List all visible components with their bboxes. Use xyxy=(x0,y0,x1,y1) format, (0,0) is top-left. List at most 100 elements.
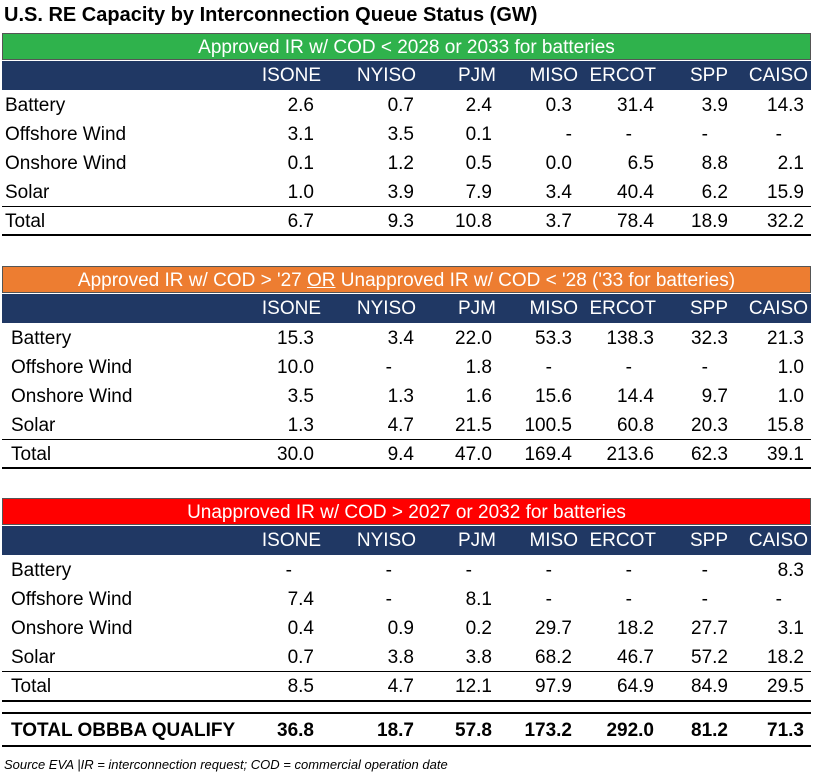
col-header-miso: MISO xyxy=(529,298,578,319)
table-cell: 3.8 xyxy=(465,647,492,668)
col-header-spp: SPP xyxy=(689,530,728,551)
table-cell: 31.4 xyxy=(617,95,654,116)
table-cell: 3.7 xyxy=(545,211,572,232)
table-row: Battery 15.3 3.4 22.0 53.3 138.3 32.3 21… xyxy=(2,324,811,353)
grand-total-row: TOTAL OBBBA QUALIFY 36.8 18.7 57.8 173.2… xyxy=(2,716,811,745)
table-cell: 18.7 xyxy=(377,720,414,741)
table-cell: 78.4 xyxy=(617,211,654,232)
col-header-nyiso: NYISO xyxy=(356,65,416,86)
table-cell: - xyxy=(385,589,392,610)
table-cell: 1.0 xyxy=(287,182,314,203)
table-row: Onshore Wind 0.1 1.2 0.5 0.0 6.5 8.8 2.1 xyxy=(2,149,811,178)
table-cell: 46.7 xyxy=(617,647,654,668)
table-cell: 6.2 xyxy=(701,182,728,203)
section-2-banner-text-c: Unapproved IR w/ COD < '28 ('33 for batt… xyxy=(335,270,736,291)
row-label: Total xyxy=(11,676,52,697)
col-header-caiso: CAISO xyxy=(748,530,808,551)
table-cell: 81.2 xyxy=(691,720,728,741)
section-3-header: ISONE NYISO PJM MISO ERCOT SPP CAISO xyxy=(2,526,811,555)
table-cell: 0.5 xyxy=(465,153,492,174)
table-row: Solar 1.3 4.7 21.5 100.5 60.8 20.3 15.8 xyxy=(2,411,811,440)
section-3-bottom-rule xyxy=(2,700,811,702)
table-cell: 2.6 xyxy=(287,95,314,116)
table-cell: 21.5 xyxy=(455,415,492,436)
table-cell: 100.5 xyxy=(524,415,572,436)
table-cell: 14.4 xyxy=(617,386,654,407)
table-cell: - xyxy=(625,560,632,581)
table-cell: - xyxy=(565,124,572,145)
table-cell: 0.2 xyxy=(465,618,492,639)
table-cell: 8.8 xyxy=(701,153,728,174)
table-cell: 1.0 xyxy=(777,357,804,378)
table-cell: 18.2 xyxy=(767,647,804,668)
table-cell: 15.8 xyxy=(767,415,804,436)
table-cell: 1.3 xyxy=(387,386,414,407)
source-note: Source EVA |IR = interconnection request… xyxy=(4,757,448,772)
table-cell: - xyxy=(625,124,632,145)
table-cell: 8.3 xyxy=(777,560,804,581)
row-label: Battery xyxy=(5,95,66,116)
table-cell: 9.4 xyxy=(387,444,414,465)
table-cell: - xyxy=(775,124,782,145)
table-cell: - xyxy=(285,560,292,581)
col-header-isone: ISONE xyxy=(261,298,321,319)
table-cell: 0.0 xyxy=(545,153,572,174)
table-cell: - xyxy=(465,560,472,581)
table-cell: 3.4 xyxy=(545,182,572,203)
table-cell: 3.1 xyxy=(777,618,804,639)
table-cell: 6.5 xyxy=(627,153,654,174)
table-cell: 40.4 xyxy=(617,182,654,203)
row-label: Total xyxy=(5,211,46,232)
table-row: Solar 0.7 3.8 3.8 68.2 46.7 57.2 18.2 xyxy=(2,643,811,672)
chart-title: U.S. RE Capacity by Interconnection Queu… xyxy=(4,4,538,26)
table-cell: 8.1 xyxy=(465,589,492,610)
table-cell: 1.3 xyxy=(287,415,314,436)
table-cell: 68.2 xyxy=(535,647,572,668)
table-cell: 36.8 xyxy=(277,720,314,741)
row-label: Offshore Wind xyxy=(11,357,133,378)
table-cell: 32.3 xyxy=(691,328,728,349)
col-header-miso: MISO xyxy=(529,530,578,551)
table-cell: 15.9 xyxy=(767,182,804,203)
row-label: Solar xyxy=(5,182,50,203)
table-cell: 8.5 xyxy=(287,676,314,697)
table-row: Onshore Wind 0.4 0.9 0.2 29.7 18.2 27.7 … xyxy=(2,614,811,643)
table-cell: 292.0 xyxy=(606,720,654,741)
total-divider xyxy=(2,206,811,207)
row-label: Solar xyxy=(11,415,56,436)
table-cell: 3.8 xyxy=(387,647,414,668)
table-cell: - xyxy=(701,124,708,145)
table-cell: 22.0 xyxy=(455,328,492,349)
row-label: Onshore Wind xyxy=(11,618,133,639)
section-2-bottom-rule xyxy=(2,467,811,469)
col-header-caiso: CAISO xyxy=(748,298,808,319)
table-cell: 3.9 xyxy=(387,182,414,203)
table-cell: - xyxy=(385,357,392,378)
col-header-isone: ISONE xyxy=(261,65,321,86)
table-cell: 1.2 xyxy=(387,153,414,174)
table-cell: - xyxy=(545,589,552,610)
table-cell: 0.9 xyxy=(387,618,414,639)
col-header-nyiso: NYISO xyxy=(356,530,416,551)
table-cell: 2.1 xyxy=(777,153,804,174)
table-cell: 0.4 xyxy=(287,618,314,639)
section-2-banner-text-a: Approved IR w/ COD > '27 xyxy=(77,270,307,291)
table-row: Offshore Wind 7.4 - 8.1 - - - - xyxy=(2,585,811,614)
row-label: Battery xyxy=(11,328,72,349)
section-1-header: ISONE NYISO PJM MISO ERCOT SPP CAISO xyxy=(2,61,811,90)
table-cell: 3.5 xyxy=(287,386,314,407)
col-header-pjm: PJM xyxy=(458,65,496,86)
table-cell: 18.2 xyxy=(617,618,654,639)
table-cell: 15.3 xyxy=(277,328,314,349)
table-cell: 64.9 xyxy=(617,676,654,697)
table-cell: 1.0 xyxy=(777,386,804,407)
col-header-pjm: PJM xyxy=(458,298,496,319)
table-cell: 213.6 xyxy=(606,444,654,465)
table-cell: 47.0 xyxy=(455,444,492,465)
table-cell: 3.9 xyxy=(701,95,728,116)
section-3-banner-text: Unapproved IR w/ COD > 2027 or 2032 for … xyxy=(187,502,626,523)
col-header-caiso: CAISO xyxy=(748,65,808,86)
table-cell: 4.7 xyxy=(387,415,414,436)
grand-total-top-rule xyxy=(2,712,811,714)
table-cell: 71.3 xyxy=(767,720,804,741)
